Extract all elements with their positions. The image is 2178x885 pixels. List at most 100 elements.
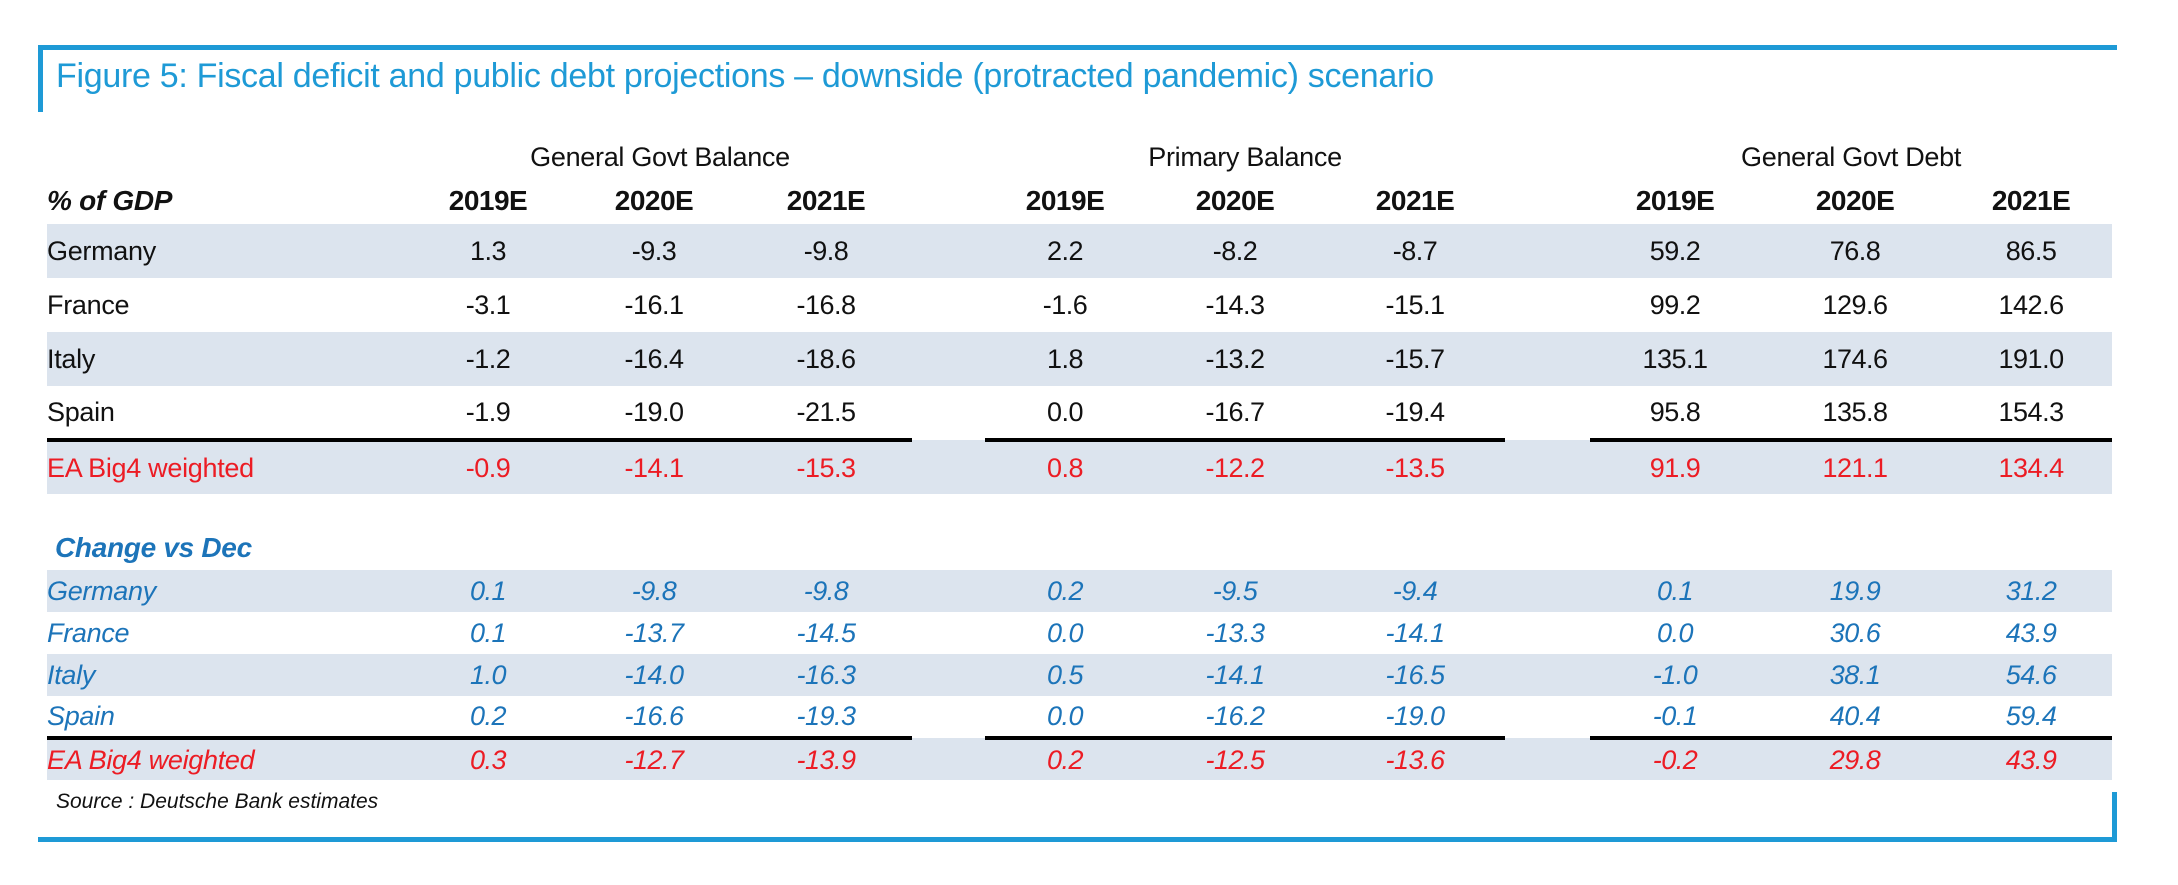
year-header-cell: 2019E xyxy=(448,185,528,216)
value-cell: -12.5 xyxy=(1205,744,1265,775)
value-cell: -16.5 xyxy=(1385,659,1446,690)
column-gap xyxy=(1505,278,1590,332)
value-cell: -14.3 xyxy=(1205,289,1265,320)
value-cell: 91.9 xyxy=(1649,452,1701,483)
row-label: Spain xyxy=(47,386,408,442)
table-row: Germany 0.1 -9.8 -9.8 0.2 -9.5 -9.4 0.1 19.9 31.2 xyxy=(47,570,2113,612)
column-group-label: Primary Balance xyxy=(1148,141,1342,172)
value-cell: -15.7 xyxy=(1385,343,1446,374)
value-cell: 0.0 xyxy=(1657,617,1694,648)
column-gap xyxy=(1505,136,1590,178)
value-cell: -1.6 xyxy=(1042,289,1088,320)
column-gap xyxy=(912,136,985,178)
year-header-cell: 2019E xyxy=(1025,185,1105,216)
table-row: Italy 1.0 -14.0 -16.3 0.5 -14.1 -16.5 -1.0 38.1 5… xyxy=(47,654,2113,696)
value-cell: -16.1 xyxy=(624,289,684,320)
row-label: Italy xyxy=(47,343,96,374)
value-cell: -1.9 xyxy=(408,386,568,442)
row-label: EA Big4 weighted xyxy=(47,452,254,483)
value-cell: 142.6 xyxy=(1998,289,2065,320)
value-cell: 54.6 xyxy=(2005,659,2057,690)
column-gap xyxy=(1505,178,1590,224)
column-group-label: General Govt Debt xyxy=(1741,141,1962,172)
source-note: Source : Deutsche Bank estimates xyxy=(56,790,379,813)
value-cell: -15.1 xyxy=(1385,289,1446,320)
value-cell: 0.2 xyxy=(1046,575,1084,606)
value-cell: -14.0 xyxy=(624,659,684,690)
value-cell: 0.2 xyxy=(1046,744,1084,775)
value-cell: -9.8 xyxy=(803,235,849,266)
row-label: Germany xyxy=(47,235,156,266)
value-cell: 2.2 xyxy=(1046,235,1084,266)
year-header-cell: 2019E xyxy=(1635,185,1715,216)
value-cell: -12.2 xyxy=(1205,452,1265,483)
column-gap xyxy=(1505,440,1590,494)
column-gap xyxy=(912,332,985,386)
value-cell: -16.2 xyxy=(1145,696,1326,740)
unit-label: % of GDP xyxy=(47,185,173,216)
value-cell: 86.5 xyxy=(2005,235,2057,266)
table-row: France 0.1 -13.7 -14.5 0.0 -13.3 -14.1 0.0 30.6 4… xyxy=(47,612,2112,654)
bottom-right-accent-line xyxy=(38,792,2117,842)
value-cell: -16.8 xyxy=(796,289,856,320)
value-cell: 129.6 xyxy=(1822,289,1889,320)
column-gap xyxy=(912,654,985,696)
value-cell: 0.0 xyxy=(1046,617,1084,648)
value-cell: 43.9 xyxy=(2005,617,2057,648)
value-cell: -16.7 xyxy=(1145,386,1326,442)
value-cell: -14.1 xyxy=(1385,617,1446,648)
value-cell: -16.3 xyxy=(796,659,856,690)
year-header-cell: 2020E xyxy=(1815,185,1895,216)
value-cell: -0.1 xyxy=(1590,696,1761,740)
value-cell: -1.0 xyxy=(1652,659,1698,690)
value-cell: -15.3 xyxy=(796,452,856,483)
row-label: Germany xyxy=(47,575,156,606)
value-cell: -1.2 xyxy=(465,343,511,374)
row-label: Italy xyxy=(47,659,96,690)
column-gap xyxy=(1505,738,1590,780)
table-row: EA Big4 weighted 0.3 -12.7 -13.9 0.2 -12.5 -13… xyxy=(47,738,2113,780)
table-row: Germany 1.3 -9.3 -9.8 2.2 -8.2 -8.7 59.2 76.8 86.… xyxy=(47,224,2113,278)
value-cell: 0.0 xyxy=(985,386,1146,442)
value-cell: 59.4 xyxy=(1950,696,2113,740)
value-cell: -0.9 xyxy=(465,452,511,483)
row-label: France xyxy=(47,289,130,320)
value-cell: 0.1 xyxy=(1657,575,1694,606)
value-cell: -14.5 xyxy=(796,617,856,648)
value-cell: 95.8 xyxy=(1590,386,1761,442)
section-spacer xyxy=(47,494,2112,526)
year-header-cell: 2021E xyxy=(1991,185,2071,216)
value-cell: 174.6 xyxy=(1822,343,1889,374)
value-cell: -19.4 xyxy=(1325,386,1506,442)
column-gap xyxy=(912,612,985,654)
value-cell: 134.4 xyxy=(1998,452,2065,483)
value-cell: 135.1 xyxy=(1642,343,1709,374)
column-gap xyxy=(1505,612,1590,654)
value-cell: -13.9 xyxy=(796,744,856,775)
value-cell: 43.9 xyxy=(2005,744,2057,775)
column-gap xyxy=(1505,224,1590,278)
value-cell: 19.9 xyxy=(1829,575,1881,606)
value-cell: 76.8 xyxy=(1829,235,1881,266)
value-cell: 0.8 xyxy=(1046,452,1084,483)
table-row: France -3.1 -16.1 -16.8 -1.6 -14.3 -15.1 99.2 12… xyxy=(47,278,2112,332)
column-group-row: General Govt Balance Primary Balance Gen… xyxy=(47,136,2112,178)
value-cell: -0.2 xyxy=(1652,744,1698,775)
row-label: France xyxy=(47,617,130,648)
value-cell: -8.2 xyxy=(1212,235,1258,266)
value-cell: 135.8 xyxy=(1760,386,1951,442)
column-gap xyxy=(912,178,985,224)
value-cell: 191.0 xyxy=(1998,343,2065,374)
column-gap xyxy=(912,738,985,780)
column-gap xyxy=(1505,332,1590,386)
column-gap xyxy=(912,696,985,738)
change-heading: Change vs Dec xyxy=(55,532,252,563)
value-cell: 29.8 xyxy=(1829,744,1881,775)
value-cell: 30.6 xyxy=(1829,617,1881,648)
change-heading-row: Change vs Dec xyxy=(47,526,2112,570)
column-gap xyxy=(912,278,985,332)
row-label: Spain xyxy=(47,696,408,740)
value-cell: 38.1 xyxy=(1829,659,1881,690)
value-cell: -18.6 xyxy=(796,343,856,374)
